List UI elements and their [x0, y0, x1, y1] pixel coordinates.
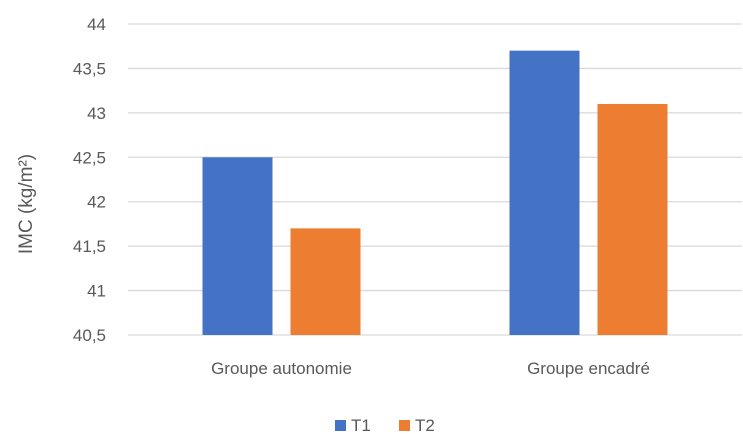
legend: T1 T2: [335, 416, 435, 434]
y-axis-tick-labels: 40,5 41 41,5 42 42,5 43 43,5 44: [73, 15, 106, 345]
y-tick-label: 44: [87, 15, 106, 34]
y-tick-label: 41: [87, 282, 106, 301]
bar-t2-2: [597, 103, 668, 335]
legend-swatch-t1: [335, 420, 346, 431]
x-category-label: Groupe autonomie: [211, 359, 352, 378]
bar-t2-1: [290, 228, 361, 335]
legend-label-t1: T1: [351, 416, 371, 434]
bar-t1-2: [509, 50, 580, 336]
bars: [202, 50, 668, 336]
y-tick-label: 43,5: [73, 59, 106, 78]
y-axis-title: IMC (kg/m²): [16, 154, 37, 254]
legend-label-t2: T2: [415, 416, 435, 434]
y-tick-label: 40,5: [73, 326, 106, 345]
y-tick-label: 42: [87, 193, 106, 212]
y-tick-label: 43: [87, 104, 106, 123]
bar-t1-1: [202, 157, 273, 335]
y-tick-label: 42,5: [73, 148, 106, 167]
x-axis-category-labels: Groupe autonomie Groupe encadré: [211, 359, 650, 378]
x-category-label: Groupe encadré: [527, 359, 650, 378]
legend-swatch-t2: [399, 420, 410, 431]
y-tick-label: 41,5: [73, 237, 106, 256]
